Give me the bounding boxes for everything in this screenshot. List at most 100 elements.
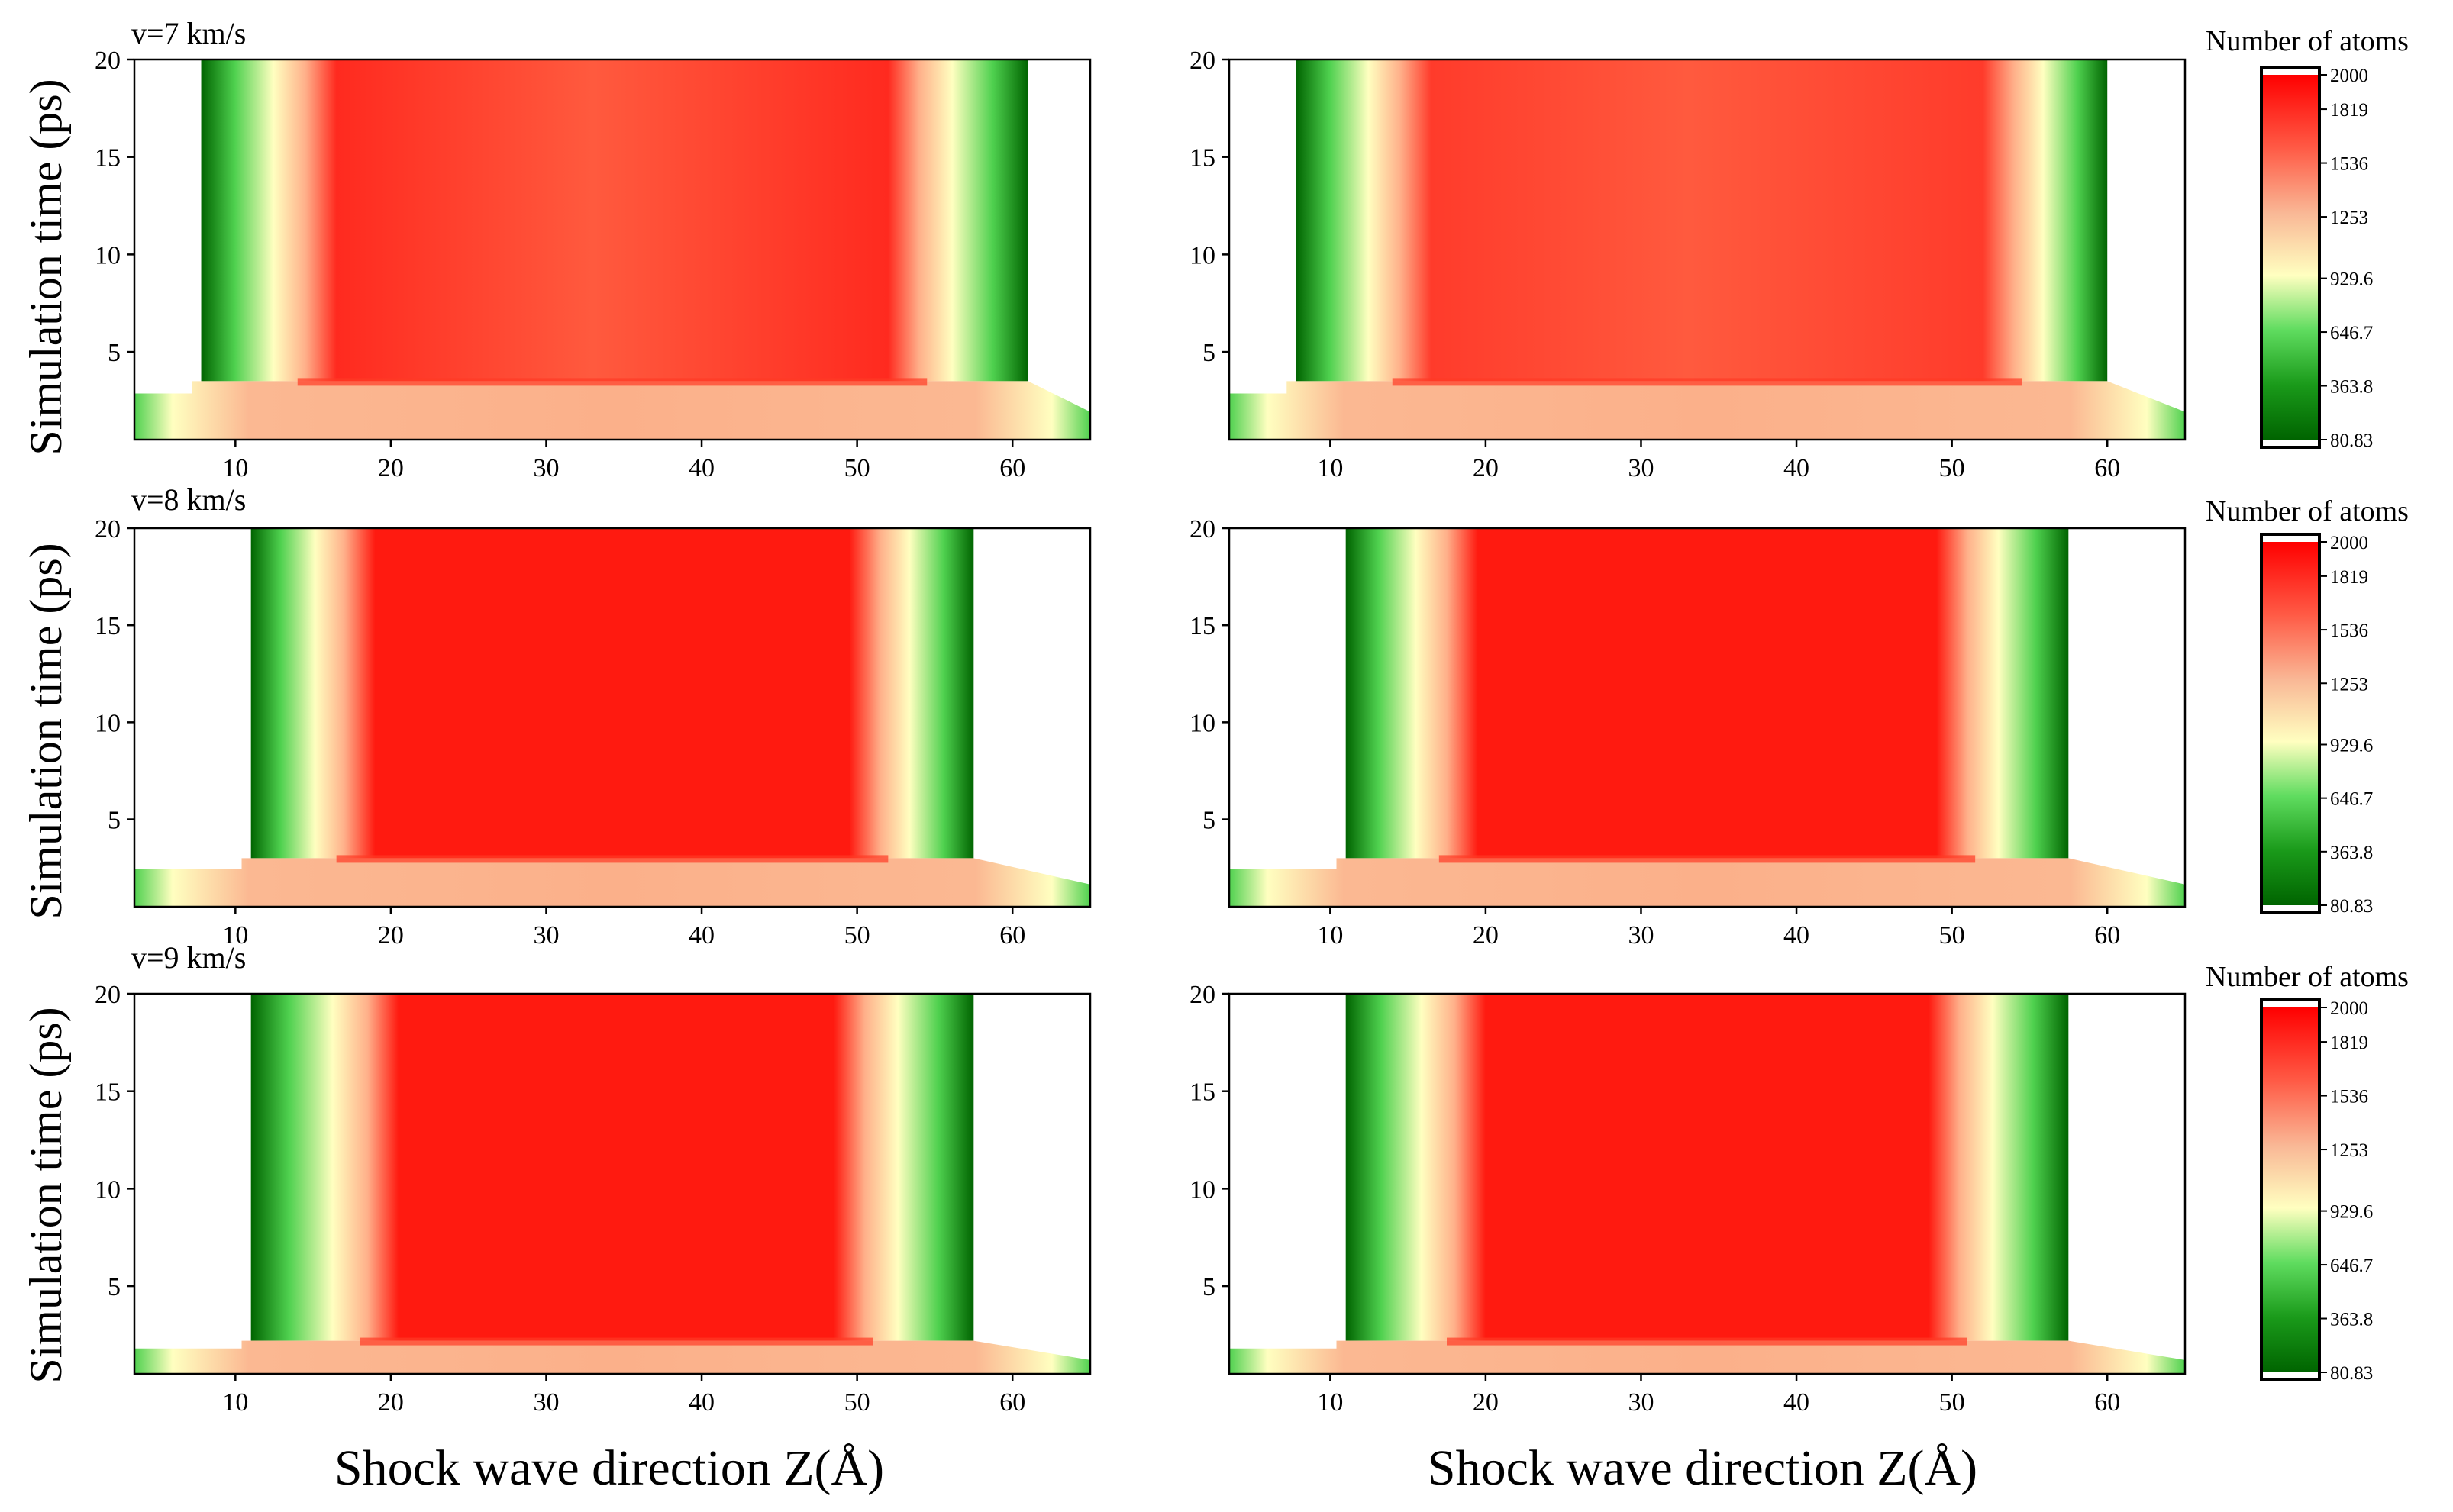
x-tick-label: 40 bbox=[689, 921, 715, 949]
shock-front-streak bbox=[297, 378, 928, 386]
y-tick-label: 15 bbox=[1189, 612, 1215, 640]
x-tick-label: 40 bbox=[689, 454, 715, 482]
x-axis-title-left: Shock wave direction Z(Å) bbox=[334, 1440, 884, 1496]
colorbar-tick-label: 363.8 bbox=[2330, 1310, 2373, 1330]
colorbar: Number of atoms 2000 1819 1536 1253 929.6 646.… bbox=[2206, 495, 2409, 917]
plot-frame bbox=[1228, 527, 2187, 908]
plot-frame bbox=[1228, 992, 2187, 1375]
colorbar-tick-label: 646.7 bbox=[2330, 323, 2373, 343]
x-tick-label: 20 bbox=[1473, 454, 1499, 482]
x-tick-label: 30 bbox=[1628, 454, 1654, 482]
heatmap-main-field bbox=[201, 60, 1028, 382]
x-tick-label: 30 bbox=[1628, 1388, 1654, 1417]
y-tick-label: 5 bbox=[1202, 807, 1215, 835]
shock-front-streak bbox=[336, 855, 889, 863]
panels-group: 10 20 30 40 50 60 5 10 15 20 10 20 30 40 50 60 5 10 15 20 10… bbox=[95, 47, 2187, 1417]
x-tick-label: 60 bbox=[999, 921, 1025, 949]
colorbar-title: Number of atoms bbox=[2206, 25, 2409, 57]
x-tick-label: 20 bbox=[1473, 1388, 1499, 1417]
speed-label-row2: v=8 km/s bbox=[131, 482, 246, 517]
y-tick-label: 20 bbox=[1189, 515, 1215, 543]
y-axis-title-row2: Simulation time (ps) bbox=[21, 543, 71, 919]
colorbar-tick-label: 1536 bbox=[2330, 1087, 2368, 1107]
y-tick-label: 20 bbox=[95, 47, 121, 75]
heatmap-initial-band bbox=[1229, 381, 2185, 440]
colorbar-tick-label: 1253 bbox=[2330, 1140, 2368, 1161]
colorbar-tick-label: 929.6 bbox=[2330, 269, 2373, 290]
colorbar-frame bbox=[2260, 533, 2321, 914]
colorbar-tick-label: 2000 bbox=[2330, 66, 2368, 86]
colorbar-tick-label: 929.6 bbox=[2330, 1202, 2373, 1223]
plot-frame bbox=[133, 527, 1092, 908]
heatmap-panel-row2-right: 10 20 30 40 50 60 5 10 15 20 bbox=[1189, 515, 2187, 949]
colorbar-tick-label: 80.83 bbox=[2330, 1363, 2373, 1384]
x-tick-label: 40 bbox=[1783, 454, 1809, 482]
x-tick-label: 10 bbox=[222, 1388, 248, 1417]
shock-front-streak bbox=[360, 1337, 873, 1346]
y-tick-label: 15 bbox=[95, 1078, 121, 1107]
y-tick-label: 5 bbox=[1202, 339, 1215, 367]
shock-front-streak bbox=[1438, 855, 1976, 863]
x-tick-label: 60 bbox=[2094, 454, 2120, 482]
colorbar-frame bbox=[2260, 998, 2321, 1381]
y-tick-label: 15 bbox=[95, 144, 121, 172]
y-axis-title-row3: Simulation time (ps) bbox=[21, 1007, 71, 1383]
colorbar-tick-label: 2000 bbox=[2330, 998, 2368, 1019]
colorbar-tick-label: 80.83 bbox=[2330, 896, 2373, 917]
colorbar: Number of atoms 2000 1819 1536 1253 929.6 646.… bbox=[2206, 25, 2409, 451]
x-tick-label: 50 bbox=[1939, 921, 1965, 949]
y-tick-label: 20 bbox=[1189, 47, 1215, 75]
heatmap-panel-row1-left: 10 20 30 40 50 60 5 10 15 20 bbox=[95, 47, 1092, 482]
colorbar-tick-label: 1819 bbox=[2330, 100, 2368, 121]
colorbar-tick-label: 1819 bbox=[2330, 1033, 2368, 1053]
x-tick-label: 20 bbox=[378, 1388, 404, 1417]
y-tick-label: 5 bbox=[108, 339, 121, 367]
colorbar-tick-label: 1253 bbox=[2330, 208, 2368, 228]
x-tick-label: 40 bbox=[1783, 921, 1809, 949]
colorbar-tick-label: 363.8 bbox=[2330, 843, 2373, 863]
heatmap-panel-row3-right: 10 20 30 40 50 60 5 10 15 20 bbox=[1189, 981, 2187, 1417]
colorbar-tick-label: 1536 bbox=[2330, 621, 2368, 641]
y-axis-title-row1: Simulation time (ps) bbox=[21, 79, 71, 455]
plot-frame bbox=[133, 58, 1092, 441]
x-tick-label: 10 bbox=[222, 921, 248, 949]
y-tick-label: 10 bbox=[1189, 709, 1215, 737]
colorbar-tick-label: 1253 bbox=[2330, 674, 2368, 695]
x-tick-label: 30 bbox=[533, 1388, 559, 1417]
x-tick-label: 30 bbox=[533, 454, 559, 482]
shock-front-streak bbox=[1392, 378, 2022, 386]
y-tick-label: 5 bbox=[1202, 1273, 1215, 1301]
y-tick-label: 10 bbox=[95, 709, 121, 737]
heatmap-panel-row3-left: 10 20 30 40 50 60 5 10 15 20 bbox=[95, 981, 1092, 1417]
colorbar-tick-label: 1536 bbox=[2330, 154, 2368, 175]
y-tick-label: 10 bbox=[1189, 1175, 1215, 1204]
y-tick-label: 15 bbox=[1189, 144, 1215, 172]
heatmap-main-field bbox=[1345, 994, 2069, 1341]
colorbar: Number of atoms 2000 1819 1536 1253 929.6 646.… bbox=[2206, 961, 2409, 1384]
x-tick-label: 60 bbox=[2094, 921, 2120, 949]
axis-labels-group: Simulation time (ps) Simulation time (ps… bbox=[21, 16, 1977, 1496]
heatmap-main-field bbox=[250, 528, 974, 859]
x-tick-label: 40 bbox=[1783, 1388, 1809, 1417]
colorbar-title: Number of atoms bbox=[2206, 961, 2409, 993]
x-axis-title-right: Shock wave direction Z(Å) bbox=[1428, 1440, 1977, 1496]
colorbar-gradient bbox=[2261, 1007, 2319, 1372]
x-tick-label: 50 bbox=[844, 454, 870, 482]
heatmap-initial-band bbox=[1229, 1340, 2185, 1374]
heatmap-initial-band bbox=[134, 858, 1090, 907]
y-tick-label: 10 bbox=[95, 241, 121, 269]
heatmap-panel-row2-left: 10 20 30 40 50 60 5 10 15 20 bbox=[95, 515, 1092, 949]
y-tick-label: 15 bbox=[95, 612, 121, 640]
heatmap-main-field bbox=[1296, 60, 2108, 382]
x-tick-label: 50 bbox=[1939, 454, 1965, 482]
x-tick-label: 20 bbox=[1473, 921, 1499, 949]
y-tick-label: 5 bbox=[108, 807, 121, 835]
colorbar-tick-label: 80.83 bbox=[2330, 430, 2373, 451]
x-tick-label: 10 bbox=[222, 454, 248, 482]
colorbar-gradient bbox=[2261, 542, 2319, 905]
shock-front-streak bbox=[1447, 1337, 1967, 1346]
y-tick-label: 20 bbox=[1189, 981, 1215, 1009]
colorbar-tick-label: 2000 bbox=[2330, 533, 2368, 553]
colorbars-group: Number of atoms 2000 1819 1536 1253 929.6 646.… bbox=[2206, 25, 2409, 1384]
